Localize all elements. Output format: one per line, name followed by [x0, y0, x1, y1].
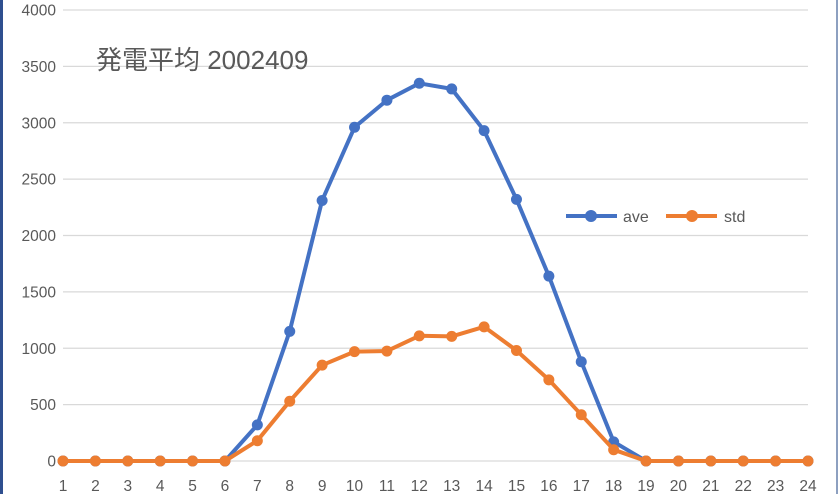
data-point-marker-icon: [705, 455, 717, 467]
data-point-marker-icon: [316, 195, 328, 207]
data-point-marker-icon: [737, 455, 749, 467]
x-tick-label: 23: [767, 478, 784, 494]
data-point-marker-icon: [381, 345, 393, 357]
data-point-marker-icon: [543, 270, 555, 282]
series-ave: [57, 77, 814, 467]
data-point-marker-icon: [478, 321, 490, 333]
x-tick-label: 19: [637, 478, 654, 494]
data-point-marker-icon: [381, 94, 393, 106]
data-point-marker-icon: [802, 455, 814, 467]
y-tick-label: 0: [47, 454, 56, 471]
data-point-marker-icon: [251, 419, 263, 431]
x-tick-label: 18: [605, 478, 622, 494]
gridlines: [63, 9, 808, 462]
data-point-marker-icon: [284, 325, 296, 337]
chart-right-border: [836, 0, 838, 494]
data-point-marker-icon: [510, 193, 522, 205]
x-tick-label: 8: [285, 478, 294, 494]
series-lines: [57, 77, 814, 467]
data-point-marker-icon: [122, 455, 134, 467]
data-point-marker-icon: [154, 455, 166, 467]
data-point-marker-icon: [608, 444, 620, 456]
data-point-marker-icon: [316, 359, 328, 371]
series-std: [57, 321, 814, 467]
y-tick-label: 2500: [22, 172, 57, 189]
series-line-std: [61, 324, 810, 463]
data-point-marker-icon: [219, 455, 231, 467]
x-tick-label: 20: [670, 478, 688, 494]
y-axis-labels: 0 500 1000 1500 2000 2500 3000 3500 4000: [22, 3, 57, 471]
x-tick-label: 21: [702, 478, 719, 494]
legend-label-ave: ave: [623, 209, 649, 226]
y-tick-label: 1000: [22, 341, 57, 358]
legend-item-std: std: [666, 209, 745, 226]
data-point-marker-icon: [284, 395, 296, 407]
x-tick-label: 7: [253, 478, 262, 494]
x-tick-label: 24: [799, 478, 817, 494]
x-tick-label: 1: [59, 478, 68, 494]
x-tick-label: 12: [411, 478, 428, 494]
x-tick-label: 5: [188, 478, 197, 494]
y-tick-label: 1500: [22, 284, 57, 301]
legend: ave std: [566, 209, 745, 226]
legend-marker-std-icon: [686, 210, 698, 222]
x-tick-label: 6: [221, 478, 230, 494]
data-point-marker-icon: [575, 409, 587, 421]
x-axis-labels: 1 2 3 4 5 6 7 8 9 10 11 12 13 14 15 16 17 18 19 20 21 22 23 24: [59, 478, 817, 495]
y-tick-label: 3000: [22, 115, 57, 132]
x-tick-label: 3: [123, 478, 132, 494]
data-point-marker-icon: [575, 356, 587, 368]
y-tick-label: 3500: [22, 59, 57, 76]
data-point-marker-icon: [446, 83, 458, 95]
data-point-marker-icon: [510, 345, 522, 357]
x-tick-label: 4: [156, 478, 165, 494]
data-point-marker-icon: [89, 455, 101, 467]
x-tick-label: 15: [508, 478, 525, 494]
x-tick-label: 17: [573, 478, 590, 494]
data-point-marker-icon: [413, 330, 425, 342]
x-tick-label: 10: [346, 478, 364, 494]
data-point-marker-icon: [478, 125, 490, 137]
data-point-marker-icon: [640, 455, 652, 467]
data-point-marker-icon: [543, 374, 555, 386]
legend-item-ave: ave: [566, 209, 649, 226]
y-tick-label: 500: [30, 397, 56, 414]
data-point-marker-icon: [413, 77, 425, 89]
x-tick-label: 14: [475, 478, 493, 494]
chart-title: 発電平均 2002409: [96, 45, 308, 75]
x-tick-label: 9: [318, 478, 327, 494]
data-point-marker-icon: [187, 455, 199, 467]
data-point-marker-icon: [672, 455, 684, 467]
x-tick-label: 16: [540, 478, 557, 494]
x-tick-label: 11: [379, 478, 395, 494]
data-point-marker-icon: [251, 435, 263, 447]
x-tick-label: 13: [443, 478, 460, 494]
data-point-marker-icon: [770, 455, 782, 467]
data-point-marker-icon: [349, 346, 361, 358]
legend-marker-ave-icon: [585, 210, 597, 222]
data-point-marker-icon: [446, 330, 458, 342]
legend-label-std: std: [724, 209, 745, 226]
y-tick-label: 4000: [22, 3, 57, 20]
x-tick-label: 2: [91, 478, 100, 494]
y-tick-label: 2000: [22, 228, 57, 245]
data-point-marker-icon: [57, 455, 69, 467]
chart-left-border: [0, 0, 3, 494]
data-point-marker-icon: [349, 121, 361, 133]
x-tick-label: 22: [735, 478, 752, 494]
